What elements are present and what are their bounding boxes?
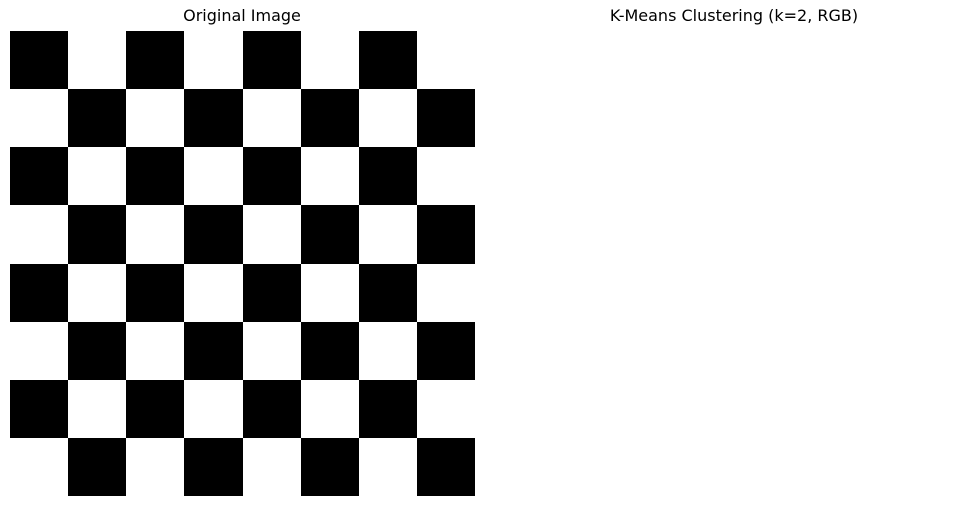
dark-square <box>68 321 127 380</box>
dark-square <box>242 31 301 90</box>
dark-square <box>358 263 417 322</box>
dark-square <box>10 379 69 438</box>
dark-square <box>358 379 417 438</box>
light-square <box>358 437 417 496</box>
dark-square <box>68 205 127 264</box>
light-square <box>10 437 69 496</box>
light-square <box>358 205 417 264</box>
dark-square <box>242 379 301 438</box>
light-square <box>184 263 243 322</box>
light-square <box>10 89 69 148</box>
light-square <box>126 89 185 148</box>
light-square <box>126 437 185 496</box>
light-square <box>358 89 417 148</box>
dark-square <box>68 89 127 148</box>
light-square <box>68 31 127 90</box>
light-square <box>300 379 359 438</box>
dark-square <box>358 147 417 206</box>
light-square <box>10 321 69 380</box>
light-square <box>242 205 301 264</box>
dark-square <box>10 31 69 90</box>
kmeans-result-title: K-Means Clustering (k=2, RGB) <box>609 6 859 25</box>
dark-square <box>300 89 359 148</box>
dark-square <box>300 321 359 380</box>
original-image-title: Original Image <box>183 6 301 25</box>
light-square <box>68 147 127 206</box>
light-square <box>300 31 359 90</box>
light-square <box>358 321 417 380</box>
dark-square <box>242 263 301 322</box>
light-square <box>416 379 475 438</box>
dark-square <box>416 205 475 264</box>
dark-square <box>184 205 243 264</box>
dark-square <box>184 89 243 148</box>
light-square <box>126 205 185 264</box>
dark-square <box>126 147 185 206</box>
dark-square <box>416 89 475 148</box>
dark-square <box>300 437 359 496</box>
light-square <box>242 89 301 148</box>
light-square <box>300 263 359 322</box>
light-square <box>416 31 475 90</box>
dark-square <box>300 205 359 264</box>
dark-square <box>416 437 475 496</box>
light-square <box>184 379 243 438</box>
dark-square <box>68 437 127 496</box>
light-square <box>68 379 127 438</box>
light-square <box>68 263 127 322</box>
dark-square <box>242 147 301 206</box>
light-square <box>184 31 243 90</box>
light-square <box>184 147 243 206</box>
original-image-checkerboard <box>10 31 475 496</box>
light-square <box>416 263 475 322</box>
light-square <box>416 147 475 206</box>
dark-square <box>358 31 417 90</box>
light-square <box>126 321 185 380</box>
dark-square <box>10 263 69 322</box>
light-square <box>10 205 69 264</box>
dark-square <box>126 263 185 322</box>
kmeans-result-image <box>502 31 967 496</box>
light-square <box>242 437 301 496</box>
dark-square <box>10 147 69 206</box>
dark-square <box>126 379 185 438</box>
dark-square <box>126 31 185 90</box>
light-square <box>242 321 301 380</box>
dark-square <box>416 321 475 380</box>
light-square <box>300 147 359 206</box>
dark-square <box>184 321 243 380</box>
dark-square <box>184 437 243 496</box>
